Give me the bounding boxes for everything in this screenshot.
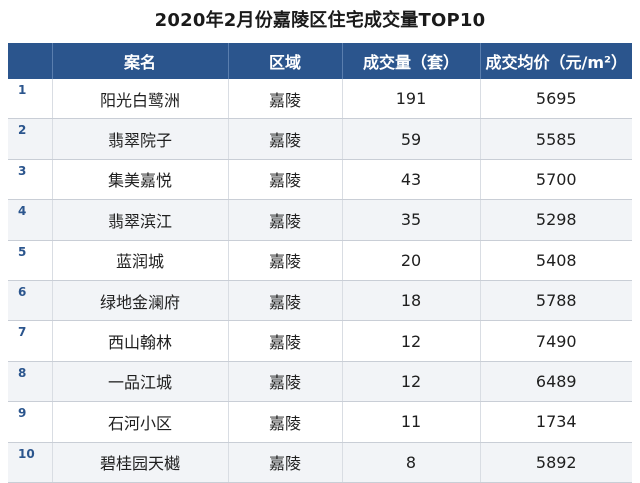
area-cell: 嘉陵 bbox=[228, 280, 343, 322]
table-row: 9 石河小区 嘉陵 11 1734 bbox=[8, 401, 632, 443]
avg-price-cell: 5585 bbox=[480, 118, 632, 160]
header-volume: 成交量（套） bbox=[342, 43, 481, 79]
area-cell: 嘉陵 bbox=[228, 79, 343, 120]
avg-price-cell: 5700 bbox=[480, 159, 632, 201]
page-title: 2020年2月份嘉陵区住宅成交量TOP10 bbox=[154, 10, 486, 31]
table-row: 2 翡翠院子 嘉陵 59 5585 bbox=[8, 118, 632, 160]
area-cell: 嘉陵 bbox=[228, 320, 343, 362]
project-name-cell: 集美嘉悦 bbox=[52, 159, 229, 201]
project-name-cell: 阳光白鹭洲 bbox=[52, 79, 229, 120]
volume-cell: 11 bbox=[342, 401, 481, 443]
avg-price-cell: 5695 bbox=[480, 79, 632, 120]
project-name-cell: 一品江城 bbox=[52, 361, 229, 403]
volume-cell: 12 bbox=[342, 361, 481, 403]
volume-cell: 20 bbox=[342, 240, 481, 281]
project-name-cell: 蓝润城 bbox=[52, 240, 229, 281]
avg-price-cell: 7490 bbox=[480, 320, 632, 362]
volume-cell: 59 bbox=[342, 118, 481, 160]
table-row: 8 一品江城 嘉陵 12 6489 bbox=[8, 361, 632, 403]
volume-cell: 18 bbox=[342, 280, 481, 322]
avg-price-cell: 5788 bbox=[480, 280, 632, 322]
area-cell: 嘉陵 bbox=[228, 118, 343, 160]
area-cell: 嘉陵 bbox=[228, 361, 343, 403]
header-project-name: 案名 bbox=[52, 43, 229, 79]
ranking-table: 案名 区域 成交量（套） 成交均价（元/m²） 1 阳光白鹭洲 嘉陵 191 5695 2… bbox=[8, 43, 632, 483]
rank-cell: 6 bbox=[8, 280, 53, 322]
area-cell: 嘉陵 bbox=[228, 442, 343, 483]
project-name-cell: 绿地金澜府 bbox=[52, 280, 229, 322]
table-header-row: 案名 区域 成交量（套） 成交均价（元/m²） bbox=[8, 43, 632, 79]
rank-cell: 5 bbox=[8, 240, 53, 281]
area-cell: 嘉陵 bbox=[228, 159, 343, 201]
volume-cell: 8 bbox=[342, 442, 481, 483]
table-row: 4 翡翠滨江 嘉陵 35 5298 bbox=[8, 199, 632, 241]
table-body: 1 阳光白鹭洲 嘉陵 191 5695 2 翡翠院子 嘉陵 59 5585 3 集美嘉悦 嘉陵 43 570… bbox=[8, 79, 632, 483]
avg-price-cell: 5892 bbox=[480, 442, 632, 483]
project-name-cell: 翡翠院子 bbox=[52, 118, 229, 160]
table-row: 6 绿地金澜府 嘉陵 18 5788 bbox=[8, 280, 632, 322]
table-row: 10 碧桂园天樾 嘉陵 8 5892 bbox=[8, 442, 632, 483]
project-name-cell: 石河小区 bbox=[52, 401, 229, 443]
page: 2020年2月份嘉陵区住宅成交量TOP10 案名 区域 成交量（套） 成交均价（… bbox=[8, 10, 632, 483]
rank-cell: 8 bbox=[8, 361, 53, 403]
header-area: 区域 bbox=[228, 43, 343, 79]
area-cell: 嘉陵 bbox=[228, 401, 343, 443]
volume-cell: 12 bbox=[342, 320, 481, 362]
table-row: 3 集美嘉悦 嘉陵 43 5700 bbox=[8, 159, 632, 201]
header-rank bbox=[8, 43, 53, 79]
rank-cell: 1 bbox=[8, 79, 53, 120]
rank-cell: 7 bbox=[8, 320, 53, 362]
project-name-cell: 翡翠滨江 bbox=[52, 199, 229, 241]
rank-cell: 2 bbox=[8, 118, 53, 160]
rank-cell: 10 bbox=[8, 442, 53, 483]
volume-cell: 43 bbox=[342, 159, 481, 201]
rank-cell: 4 bbox=[8, 199, 53, 241]
avg-price-cell: 5408 bbox=[480, 240, 632, 281]
volume-cell: 191 bbox=[342, 79, 481, 120]
table-row: 7 西山翰林 嘉陵 12 7490 bbox=[8, 320, 632, 362]
rank-cell: 3 bbox=[8, 159, 53, 201]
volume-cell: 35 bbox=[342, 199, 481, 241]
header-avg-price: 成交均价（元/m²） bbox=[480, 43, 632, 79]
table-row: 5 蓝润城 嘉陵 20 5408 bbox=[8, 240, 632, 281]
project-name-cell: 碧桂园天樾 bbox=[52, 442, 229, 483]
area-cell: 嘉陵 bbox=[228, 240, 343, 281]
avg-price-cell: 6489 bbox=[480, 361, 632, 403]
avg-price-cell: 5298 bbox=[480, 199, 632, 241]
avg-price-cell: 1734 bbox=[480, 401, 632, 443]
rank-cell: 9 bbox=[8, 401, 53, 443]
table-row: 1 阳光白鹭洲 嘉陵 191 5695 bbox=[8, 79, 632, 120]
project-name-cell: 西山翰林 bbox=[52, 320, 229, 362]
area-cell: 嘉陵 bbox=[228, 199, 343, 241]
